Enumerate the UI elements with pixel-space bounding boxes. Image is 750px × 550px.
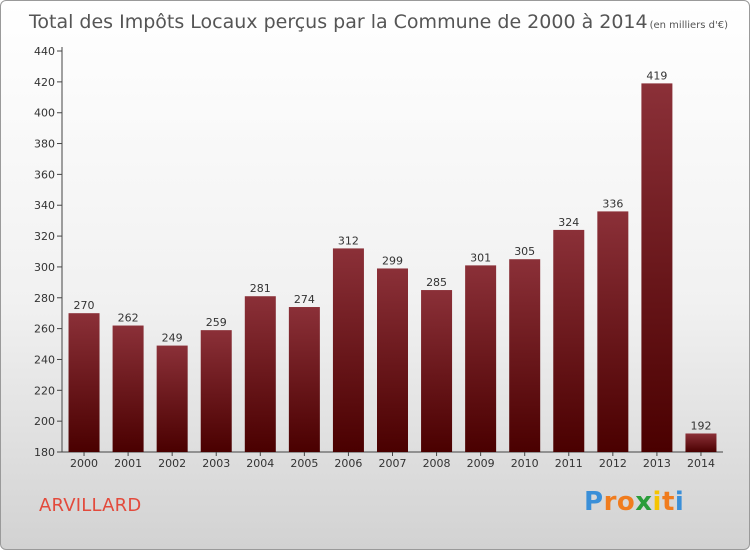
y-tick-label: 420 [34, 76, 55, 89]
y-tick-label: 180 [34, 446, 55, 459]
value-label-2004: 281 [250, 282, 271, 295]
x-tick-label: 2014 [687, 457, 715, 470]
y-tick-label: 320 [34, 230, 55, 243]
y-axis: 180 200 220 240 260 280 300 320 340 360 380 400 420 4… [34, 45, 63, 459]
y-tick-label: 220 [34, 384, 55, 397]
logo-letter: t [661, 487, 675, 517]
x-axis: 2000 2001 2002 2003 2004 2005 2006 2007 2008 2009… [62, 451, 723, 470]
bar-2011 [553, 229, 585, 452]
logo-letter: i [674, 487, 685, 517]
value-label-2009: 301 [470, 251, 491, 264]
x-tick-label: 2005 [290, 457, 318, 470]
logo-letter: x [635, 487, 653, 517]
x-tick-label: 2013 [643, 457, 671, 470]
bar-2002 [156, 345, 188, 452]
x-tick-label: 2009 [467, 457, 495, 470]
bar-2007 [377, 268, 408, 452]
x-tick-label: 2000 [70, 457, 98, 470]
value-label-2008: 285 [426, 276, 447, 289]
bar-2008 [421, 290, 453, 452]
bar-2010 [509, 259, 541, 452]
chart-title-unit: (en milliers d'€) [650, 20, 729, 31]
commune-name: ARVILLARD [39, 495, 142, 516]
x-tick-label: 2011 [555, 457, 583, 470]
bar-2006 [332, 248, 364, 452]
bar-2005 [288, 307, 320, 452]
bar-2003 [200, 330, 232, 452]
y-tick-label: 260 [34, 323, 55, 336]
y-tick-label: 300 [34, 261, 55, 274]
y-tick-label: 280 [34, 292, 55, 305]
bar-2001 [112, 325, 144, 452]
bar-2012 [597, 211, 629, 452]
logo-letter: i [652, 487, 662, 517]
y-tick-label: 240 [34, 353, 55, 366]
value-label-2005: 274 [294, 293, 315, 306]
bar-2009 [465, 265, 497, 452]
x-tick-label: 2007 [379, 457, 407, 470]
x-tick-label: 2004 [246, 457, 274, 470]
value-label-2006: 312 [338, 234, 359, 247]
y-tick-label: 200 [34, 415, 55, 428]
value-label-2003: 259 [206, 316, 227, 329]
value-label-2001: 262 [118, 312, 139, 325]
value-label-2002: 249 [162, 332, 183, 345]
bar-2004 [244, 296, 276, 452]
bar-2014 [685, 433, 717, 452]
value-label-2014: 192 [690, 419, 711, 432]
y-tick-label: 380 [34, 138, 55, 151]
value-label-2013: 419 [646, 69, 667, 82]
logo-letter: o [616, 487, 636, 517]
x-tick-label: 2003 [202, 457, 230, 470]
x-tick-label: 2006 [334, 457, 362, 470]
y-tick-label: 340 [34, 199, 55, 212]
y-tick-label: 360 [34, 168, 55, 181]
x-tick-label: 2012 [599, 457, 627, 470]
value-label-2007: 299 [382, 254, 403, 267]
value-label-2012: 336 [602, 197, 623, 210]
proxiti-logo: Proxiti [584, 487, 684, 517]
chart-title-main: Total des Impôts Locaux perçus par la Co… [28, 11, 648, 33]
logo-letter: r [603, 487, 617, 517]
value-label-2010: 305 [514, 245, 535, 258]
value-label-2011: 324 [558, 216, 579, 229]
x-tick-label: 2002 [158, 457, 186, 470]
bar-2013 [641, 83, 673, 452]
x-tick-label: 2001 [114, 457, 142, 470]
y-tick-label: 440 [34, 45, 55, 58]
x-tick-label: 2010 [511, 457, 539, 470]
logo-letter: P [584, 487, 604, 517]
value-labels: 270 262 249 259 281 274 312 299 285 301 305 324 336 4… [74, 69, 712, 432]
chart-title: Total des Impôts Locaux perçus par la Co… [28, 11, 728, 33]
value-label-2000: 270 [74, 299, 95, 312]
y-tick-label: 400 [34, 107, 55, 120]
bar-2000 [68, 313, 100, 452]
x-tick-label: 2008 [423, 457, 451, 470]
bars [68, 83, 717, 452]
